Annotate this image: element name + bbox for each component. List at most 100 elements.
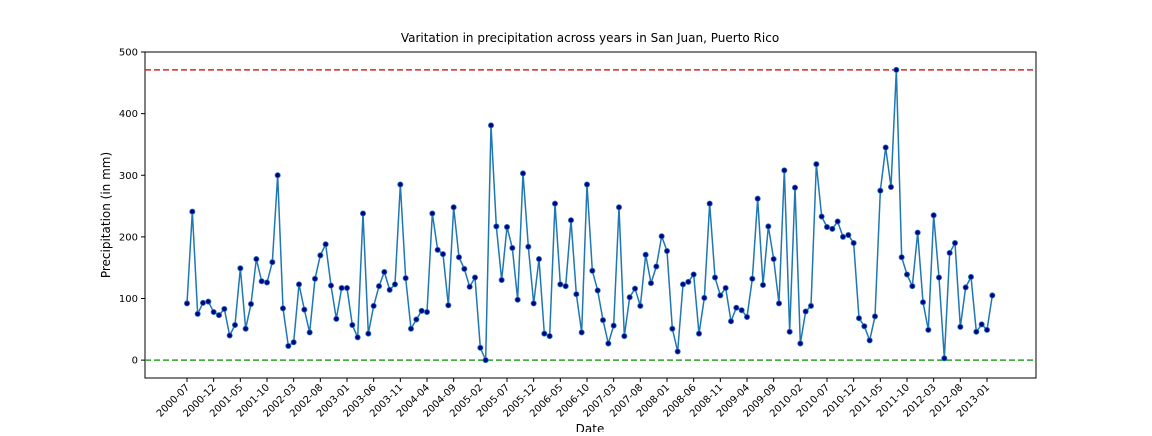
data-point (616, 204, 623, 211)
data-point (402, 275, 409, 282)
data-point (386, 286, 393, 293)
data-point (215, 312, 222, 319)
data-point (503, 224, 510, 231)
data-point (904, 271, 911, 278)
data-point (418, 307, 425, 314)
data-point (365, 330, 372, 337)
data-point (642, 251, 649, 258)
data-point (370, 302, 377, 309)
data-point (856, 315, 863, 322)
data-point (578, 329, 585, 336)
data-point (493, 223, 500, 230)
data-point (845, 232, 852, 239)
data-point (754, 195, 761, 202)
data-point (968, 273, 975, 280)
data-point (941, 355, 948, 362)
data-point (509, 244, 516, 251)
data-point (317, 252, 324, 259)
data-point (279, 305, 286, 312)
data-point (760, 281, 767, 288)
y-tick-label: 100 (119, 294, 138, 305)
data-point (568, 217, 575, 224)
data-point (690, 271, 697, 278)
data-point (824, 224, 831, 231)
data-point (802, 308, 809, 315)
data-point (866, 337, 873, 344)
data-point (573, 291, 580, 298)
data-point (808, 302, 815, 309)
data-point (322, 241, 329, 248)
data-point (733, 304, 740, 311)
data-point (749, 275, 756, 282)
data-point (381, 269, 388, 276)
data-point (429, 210, 436, 217)
data-point (343, 285, 350, 292)
data-point (423, 309, 430, 316)
data-point (471, 274, 478, 281)
data-point (397, 181, 404, 188)
data-point (818, 213, 825, 220)
data-point (482, 357, 489, 364)
data-point (333, 315, 340, 322)
data-point (978, 321, 985, 328)
data-point (530, 300, 537, 307)
data-point (717, 292, 724, 299)
data-point (712, 274, 719, 281)
data-point (610, 322, 617, 329)
data-point (877, 187, 884, 194)
y-tick-label: 200 (119, 232, 138, 243)
data-point (311, 275, 318, 282)
data-point (439, 251, 446, 258)
data-point (813, 161, 820, 168)
data-point (770, 256, 777, 263)
data-point (674, 348, 681, 355)
plot-frame (144, 51, 1037, 379)
data-point (498, 277, 505, 284)
data-point (183, 300, 190, 307)
data-point (648, 280, 655, 287)
data-point (920, 299, 927, 306)
data-point (893, 66, 900, 73)
data-point (514, 296, 521, 303)
data-point (354, 334, 361, 341)
data-point (434, 246, 441, 253)
data-point (258, 278, 265, 285)
data-point (541, 330, 548, 337)
data-point (952, 240, 959, 247)
data-point (957, 323, 964, 330)
x-axis-label: Date (576, 422, 605, 432)
y-tick-label: 500 (119, 48, 138, 59)
data-point (962, 284, 969, 291)
data-point (738, 307, 745, 314)
data-point (882, 144, 889, 151)
data-point (888, 183, 895, 190)
data-point (685, 278, 692, 285)
data-point (285, 342, 292, 349)
data-point (984, 326, 991, 333)
y-tick-label: 300 (119, 171, 138, 182)
data-point (562, 283, 569, 290)
data-point (269, 259, 276, 266)
data-point (552, 200, 559, 207)
data-point (658, 233, 665, 240)
y-tick-label: 0 (132, 356, 138, 367)
data-point (861, 323, 868, 330)
data-point (375, 283, 382, 290)
data-point (226, 332, 233, 339)
data-point (391, 281, 398, 288)
data-point (274, 172, 281, 179)
data-point (295, 281, 302, 288)
data-point (263, 279, 270, 286)
data-point (205, 298, 212, 305)
data-point (487, 122, 494, 129)
data-point (946, 249, 953, 256)
data-point (632, 285, 639, 292)
data-point (786, 328, 793, 335)
data-point (680, 281, 687, 288)
data-point (210, 309, 217, 316)
data-point (199, 299, 206, 306)
data-point (637, 302, 644, 309)
data-point (781, 167, 788, 174)
